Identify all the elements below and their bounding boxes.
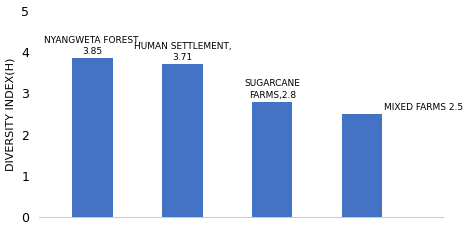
Text: HUMAN SETTLEMENT,
3.71: HUMAN SETTLEMENT, 3.71 [134, 42, 231, 62]
Text: NYANGWETA FOREST,
3.85: NYANGWETA FOREST, 3.85 [44, 36, 141, 56]
Bar [73, 58, 113, 217]
Text: MIXED FARMS 2.5: MIXED FARMS 2.5 [384, 103, 463, 112]
Y-axis label: DIVERSITY INDEX(H): DIVERSITY INDEX(H) [6, 57, 16, 171]
Bar [162, 64, 203, 217]
Text: SUGARCANE
FARMS,2.8: SUGARCANE FARMS,2.8 [244, 79, 300, 100]
Bar [342, 114, 382, 217]
Bar [252, 102, 292, 217]
